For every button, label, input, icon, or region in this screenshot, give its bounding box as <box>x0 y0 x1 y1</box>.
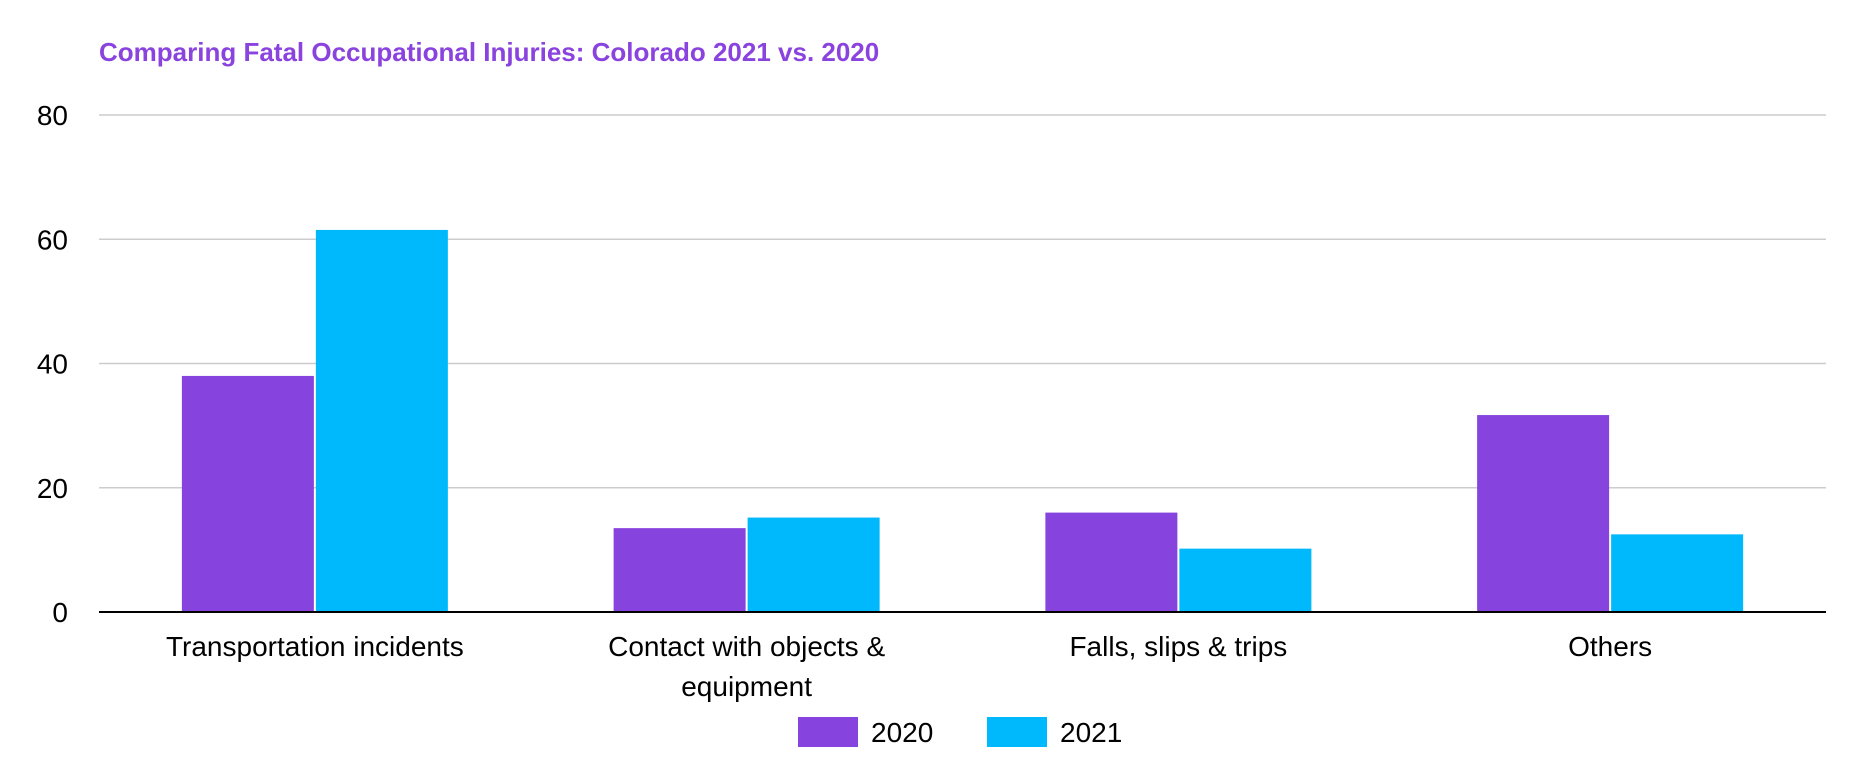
x-category-label-3: Others <box>1568 631 1652 662</box>
bar-2020-3 <box>1477 415 1610 612</box>
y-tick-label-20: 20 <box>37 473 68 504</box>
bar-2021-1 <box>747 517 880 612</box>
x-category-label-1-line-0: Contact with objects & <box>608 631 885 662</box>
x-category-label-0: Transportation incidents <box>166 631 464 662</box>
legend-label-2020: 2020 <box>871 717 933 748</box>
bar-2021-0 <box>315 229 448 612</box>
legend-swatch-2021 <box>987 717 1047 747</box>
y-tick-label-0: 0 <box>52 597 68 628</box>
bars <box>181 229 1744 612</box>
y-tick-label-60: 60 <box>37 224 68 255</box>
y-axis-ticks: 0 20 40 60 80 <box>37 100 68 628</box>
y-tick-label-80: 80 <box>37 100 68 131</box>
bar-2021-3 <box>1611 534 1744 612</box>
bar-2020-1 <box>613 528 746 612</box>
x-category-label-2: Falls, slips & trips <box>1069 631 1287 662</box>
chart-title: Comparing Fatal Occupational Injuries: C… <box>99 37 879 67</box>
x-axis-categories: Transportation incidents Contact with obj… <box>166 631 1652 702</box>
legend-label-2021: 2021 <box>1060 717 1122 748</box>
y-tick-label-40: 40 <box>37 349 68 380</box>
bar-2021-2 <box>1179 548 1312 612</box>
bar-2020-0 <box>181 375 314 612</box>
x-category-label-1-line-1: equipment <box>681 671 812 702</box>
legend: 2020 2021 <box>798 717 1122 748</box>
legend-swatch-2020 <box>798 717 858 747</box>
bar-2020-2 <box>1045 512 1178 612</box>
